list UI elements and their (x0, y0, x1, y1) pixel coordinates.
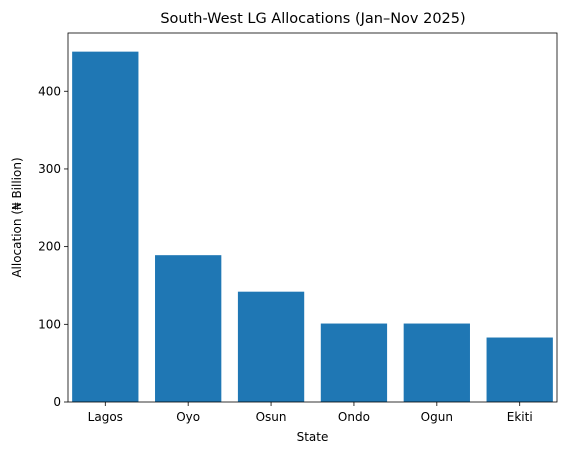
bars (72, 51, 553, 402)
y-tick-label: 0 (53, 395, 61, 409)
chart-title: South-West LG Allocations (Jan–Nov 2025) (160, 11, 465, 27)
x-tick-label: Oyo (176, 410, 200, 424)
x-tick-label: Ekiti (507, 410, 533, 424)
bar-lagos (72, 51, 139, 402)
y-tick-label: 400 (38, 84, 61, 98)
bar-ogun (403, 323, 470, 402)
x-tick-label: Ogun (421, 410, 453, 424)
bar-ekiti (486, 337, 553, 402)
bar-osun (237, 291, 305, 402)
x-tick-label: Osun (256, 410, 287, 424)
plot-frame (67, 32, 558, 403)
bar-oyo (155, 255, 222, 402)
y-tick-label: 200 (38, 240, 61, 254)
x-axis-ticks: Lagos Oyo Osun Ondo Ogun Ekiti (88, 402, 533, 424)
x-tick-label: Lagos (88, 410, 123, 424)
y-axis-ticks: 0 100 200 300 400 (38, 84, 68, 409)
x-axis-label: State (297, 430, 329, 444)
y-tick-label: 300 (38, 162, 61, 176)
y-tick-label: 100 (38, 317, 61, 331)
x-tick-label: Ondo (338, 410, 370, 424)
bar-ondo (320, 323, 388, 402)
y-axis-label: Allocation (₦ Billion) (10, 157, 24, 277)
